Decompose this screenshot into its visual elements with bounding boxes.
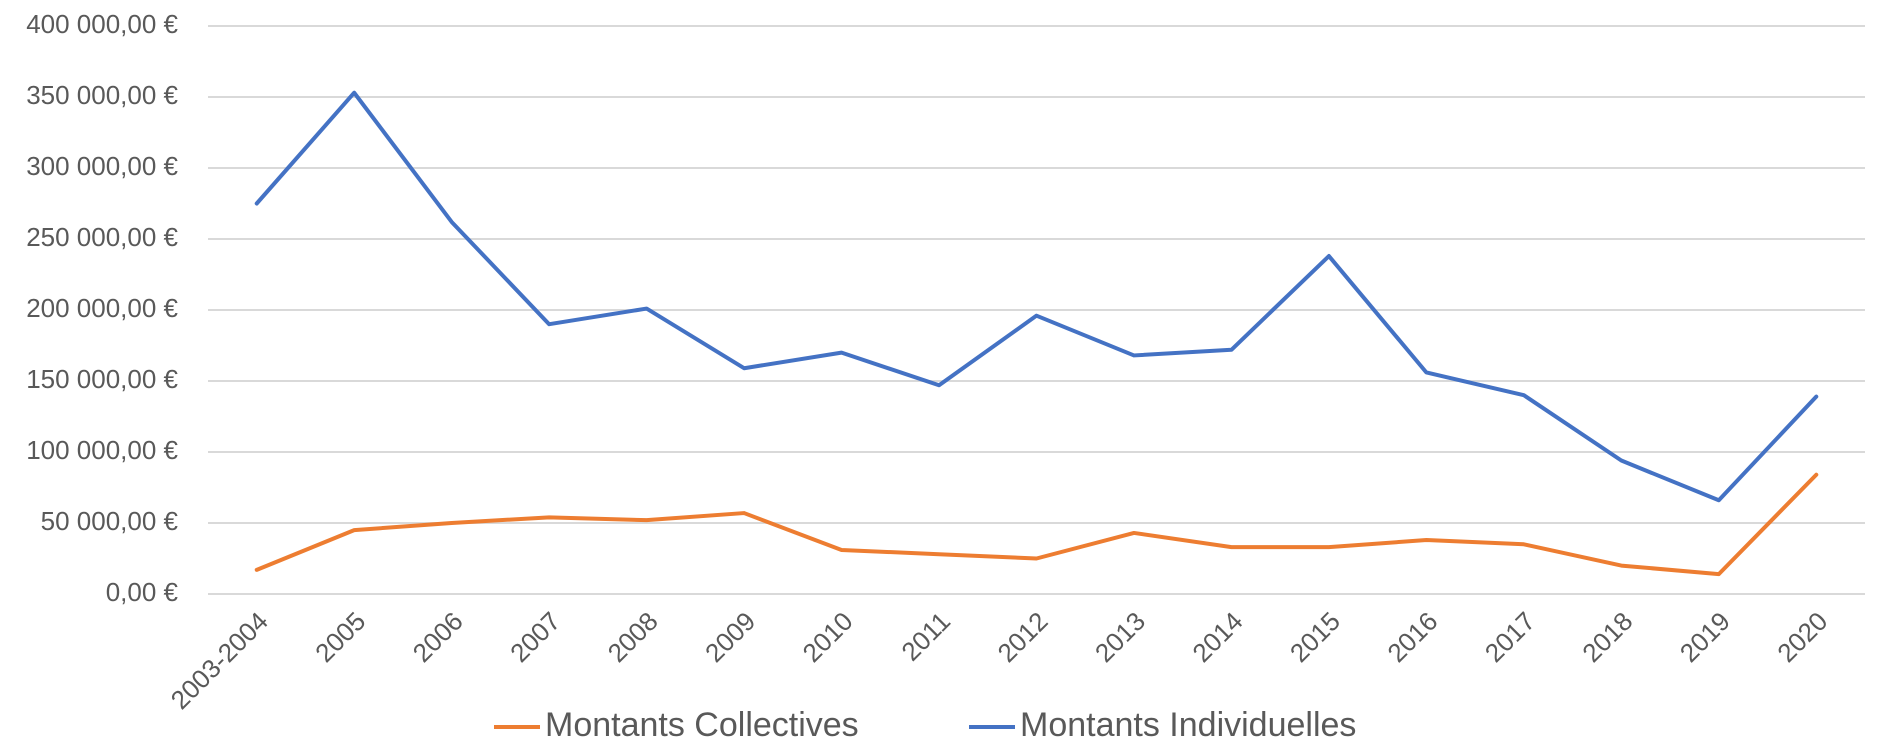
x-tick-label: 2018 [1576, 606, 1638, 668]
x-tick-label: 2006 [407, 606, 469, 668]
x-tick-label: 2016 [1381, 606, 1443, 668]
x-tick-label: 2012 [991, 606, 1053, 668]
y-tick-label: 200 000,00 € [26, 293, 178, 323]
y-tick-label: 400 000,00 € [26, 9, 178, 39]
y-tick-label: 300 000,00 € [26, 151, 178, 181]
y-tick-label: 100 000,00 € [26, 435, 178, 465]
x-tick-label: 2005 [309, 606, 371, 668]
x-tick-label: 2019 [1674, 606, 1736, 668]
series-line [254, 90, 1819, 503]
legend-text: Montants Individuelles [1020, 706, 1356, 744]
y-tick-label: 50 000,00 € [41, 506, 179, 536]
y-tick-label: 250 000,00 € [26, 222, 178, 252]
x-tick-label: 2020 [1771, 606, 1833, 668]
x-tick-label: 2014 [1186, 606, 1248, 668]
legend-text: Montants Collectives [545, 706, 859, 744]
series-line [254, 472, 1819, 577]
x-tick-label: 2010 [797, 606, 859, 668]
x-tick-label: 2011 [895, 606, 956, 667]
x-tick-label: 2007 [504, 606, 566, 668]
y-tick-label: 150 000,00 € [26, 364, 178, 394]
x-tick-label: 2003-2004 [165, 606, 274, 715]
y-tick-label: 0,00 € [106, 577, 179, 607]
x-tick-label: 2013 [1089, 606, 1151, 668]
x-tick-label: 2015 [1284, 606, 1346, 668]
x-tick-label: 2009 [699, 606, 761, 668]
x-tick-label: 2017 [1479, 606, 1541, 668]
x-tick-label: 2008 [602, 606, 664, 668]
y-tick-label: 350 000,00 € [26, 80, 178, 110]
